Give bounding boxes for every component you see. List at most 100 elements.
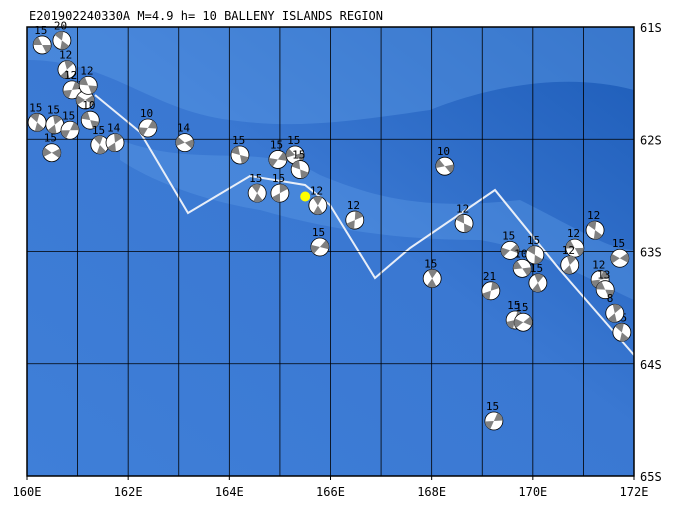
depth-label: 15 — [92, 124, 105, 137]
depth-label: 10 — [82, 99, 95, 112]
depth-label: 13 — [597, 269, 610, 282]
depth-label: 10 — [140, 107, 153, 120]
focal-mechanism: 15 — [290, 149, 310, 179]
compressional-quadrant — [30, 113, 40, 123]
compressional-quadrant — [532, 282, 542, 292]
depth-label: 15 — [530, 262, 543, 275]
compressional-quadrant — [523, 316, 533, 326]
focal-mechanism: 21 — [481, 270, 501, 301]
depth-label: 14 — [107, 122, 121, 135]
compressional-quadrant — [79, 77, 89, 86]
depth-label: 15 — [312, 226, 325, 239]
depth-label: 20 — [54, 19, 67, 32]
depth-label: 15 — [62, 109, 75, 122]
compressional-quadrant — [47, 124, 57, 134]
compressional-quadrant — [574, 247, 584, 257]
compressional-quadrant — [514, 318, 524, 328]
focal-mechanism: 15 — [500, 229, 520, 260]
compressional-quadrant — [513, 260, 523, 270]
compressional-quadrant — [286, 148, 296, 158]
compressional-quadrant — [42, 147, 52, 157]
depth-label: 15 — [486, 400, 499, 413]
compressional-quadrant — [493, 412, 503, 421]
compressional-quadrant — [175, 136, 185, 146]
compressional-quadrant — [295, 152, 305, 162]
focal-mechanism: 12 — [454, 202, 474, 233]
compressional-quadrant — [427, 269, 438, 279]
compressional-quadrant — [490, 281, 500, 291]
compressional-quadrant — [354, 211, 364, 221]
depth-label: 15 — [502, 229, 515, 242]
compressional-quadrant — [612, 304, 622, 314]
depth-label: 21 — [483, 270, 496, 283]
events: 1520121215121515151510151410141515151515… — [27, 19, 632, 431]
compressional-quadrant — [147, 120, 157, 129]
compressional-quadrant — [268, 158, 278, 167]
compressional-quadrant — [64, 60, 74, 70]
compressional-quadrant — [300, 169, 309, 179]
depth-label: 15 — [47, 104, 60, 117]
compressional-quadrant — [85, 95, 95, 105]
compressional-quadrant — [482, 290, 491, 300]
depth-label: 15 — [507, 299, 520, 312]
depth-label: 15 — [287, 134, 300, 147]
focal-mechanism: 12 — [62, 69, 82, 100]
compressional-quadrant — [510, 244, 520, 254]
compressional-quadrant — [69, 122, 79, 131]
focal-mechanism: 12 — [308, 184, 328, 215]
depth-label: 14 — [177, 122, 191, 135]
x-tick-label: 172E — [620, 485, 649, 499]
compressional-quadrant — [619, 253, 629, 263]
compressional-quadrant — [90, 120, 100, 129]
depth-label: 15 — [424, 257, 437, 270]
ridge-area — [120, 140, 634, 300]
compressional-quadrant — [319, 240, 329, 250]
depth-label: 12 — [64, 69, 77, 82]
focal-mechanism: 12 — [78, 64, 98, 95]
depth-label: 12 — [587, 209, 600, 222]
plate-boundary — [94, 94, 635, 356]
compressional-quadrant — [427, 278, 437, 288]
compressional-quadrant — [53, 115, 62, 125]
compressional-quadrant — [279, 184, 288, 194]
y-tick-label: 63S — [640, 246, 662, 260]
focal-mechanism: 12 — [57, 49, 77, 80]
compressional-quadrant — [614, 323, 624, 333]
compressional-quadrant — [593, 230, 603, 240]
depth-label: 15 — [29, 101, 42, 114]
compressional-quadrant — [33, 36, 43, 45]
compressional-quadrant — [253, 193, 263, 203]
depth-label: 15 — [270, 138, 283, 151]
depth-label: 10 — [514, 247, 527, 260]
focal-mechanism: 15 — [310, 226, 330, 257]
x-tick-label: 170E — [518, 485, 547, 499]
compressional-quadrant — [527, 245, 536, 255]
y-tick-label: 64S — [640, 358, 662, 372]
depth-label: 8 — [607, 292, 614, 305]
depth-label: 12 — [562, 244, 575, 257]
compressional-quadrant — [619, 332, 629, 342]
compressional-quadrant — [444, 164, 454, 174]
focal-mechanism: 15 — [525, 234, 545, 265]
x-tick-label: 164E — [215, 485, 244, 499]
compressional-quadrant — [60, 130, 70, 139]
focal-mechanism: 15 — [42, 132, 62, 163]
focal-mechanism: 12 — [345, 199, 365, 230]
compressional-quadrant — [88, 85, 98, 94]
compressional-quadrant — [76, 95, 86, 105]
y-tick-label: 65S — [640, 470, 662, 484]
depth-label: 15 — [232, 134, 245, 147]
compressional-quadrant — [522, 267, 532, 276]
compressional-quadrant — [114, 133, 123, 143]
compressional-quadrant — [312, 196, 323, 206]
x-tick-label: 160E — [13, 485, 42, 499]
focal-mechanism: 12 — [585, 209, 605, 240]
epicenter — [300, 191, 311, 202]
depth-label: 12 — [347, 199, 360, 212]
compressional-quadrant — [107, 142, 116, 152]
depth-label: 12 — [567, 227, 580, 240]
x-tick-label: 168E — [417, 485, 446, 499]
depth-label: 15 — [292, 149, 305, 162]
depth-label: 15 — [249, 172, 262, 185]
